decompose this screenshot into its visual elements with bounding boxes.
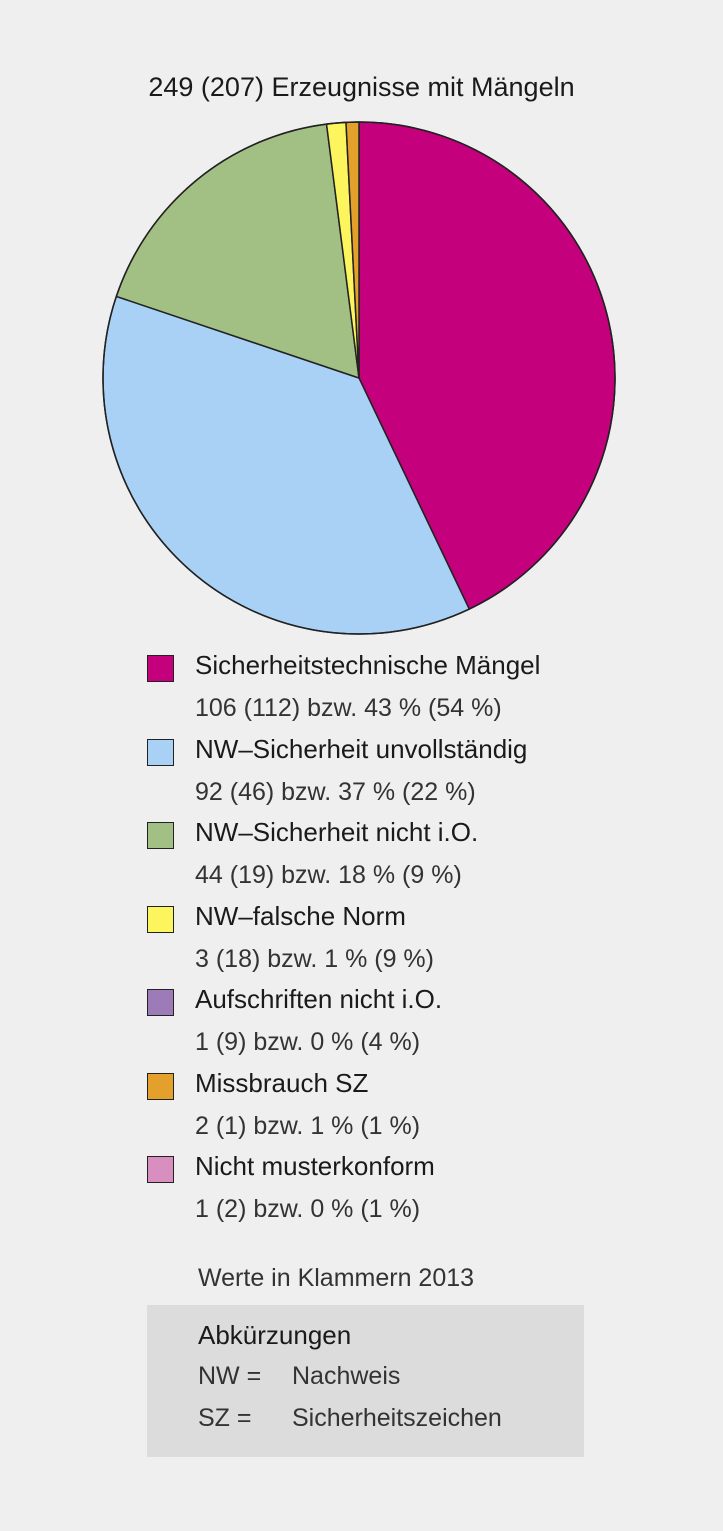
legend-item: NW–Sicherheit unvollständig 92 (46) bzw.…	[147, 734, 687, 818]
legend-item: Missbrauch SZ 2 (1) bzw. 1 % (1 %)	[147, 1068, 687, 1152]
abbreviation-key: NW =	[198, 1362, 262, 1390]
legend-swatch	[147, 655, 174, 682]
abbreviation-value: Nachweis	[292, 1362, 401, 1390]
legend-label: Nicht musterkonform	[195, 1151, 435, 1181]
legend-value: 106 (112) bzw. 43 % (54 %)	[195, 694, 502, 722]
legend-swatch	[147, 905, 174, 933]
legend-item: NW–Sicherheit nicht i.O. 44 (19) bzw. 18…	[147, 817, 687, 901]
legend-label: NW–Sicherheit nicht i.O.	[195, 817, 479, 847]
legend-value: 1 (2) bzw. 0 % (1 %)	[195, 1195, 421, 1223]
legend-label: Aufschriften nicht i.O.	[195, 984, 443, 1014]
legend-value: 92 (46) bzw. 37 % (22 %)	[195, 777, 476, 806]
legend-value: 2 (1) bzw. 1 % (1 %)	[195, 1111, 421, 1140]
abbreviations-box: Abkürzungen NW = Nachweis SZ = Sicherheits…	[147, 1305, 584, 1457]
abbreviation-row: SZ = Sicherheitszeichen	[198, 1404, 502, 1433]
legend: Sicherheitstechnische Mängel 106 (112) b…	[147, 650, 687, 1235]
legend-value: 1 (9) bzw. 0 % (4 %)	[195, 1028, 421, 1056]
abbreviation-row: NW = Nachweis	[198, 1362, 400, 1391]
legend-label: Sicherheitstechnische Mängel	[195, 650, 541, 680]
legend-swatch	[147, 738, 174, 766]
legend-label: NW–Sicherheit unvollständig	[195, 733, 528, 764]
legend-item: Sicherheitstechnische Mängel 106 (112) b…	[147, 650, 687, 734]
footnote: Werte in Klammern 2013	[198, 1264, 475, 1292]
legend-swatch	[147, 822, 174, 849]
pie-outline	[102, 121, 616, 635]
legend-item: NW–falsche Norm 3 (18) bzw. 1 % (9 %)	[147, 901, 687, 985]
legend-swatch	[147, 989, 174, 1016]
legend-item: Aufschriften nicht i.O. 1 (9) bzw. 0 % (…	[147, 984, 687, 1068]
legend-value: 44 (19) bzw. 18 % (9 %)	[195, 861, 462, 889]
pie-chart	[102, 121, 616, 635]
abbreviation-key: SZ =	[198, 1404, 252, 1432]
legend-swatch	[147, 1072, 174, 1100]
abbreviations-title: Abkürzungen	[198, 1320, 352, 1350]
legend-label: NW–falsche Norm	[195, 900, 406, 931]
abbreviation-value: Sicherheitszeichen	[292, 1404, 502, 1432]
legend-label: Missbrauch SZ	[195, 1067, 369, 1098]
chart-title: 249 (207) Erzeugnisse mit Mängeln	[148, 72, 575, 102]
legend-swatch	[147, 1156, 174, 1183]
legend-item: Nicht musterkonform 1 (2) bzw. 0 % (1 %)	[147, 1151, 687, 1235]
legend-value: 3 (18) bzw. 1 % (9 %)	[195, 944, 434, 973]
